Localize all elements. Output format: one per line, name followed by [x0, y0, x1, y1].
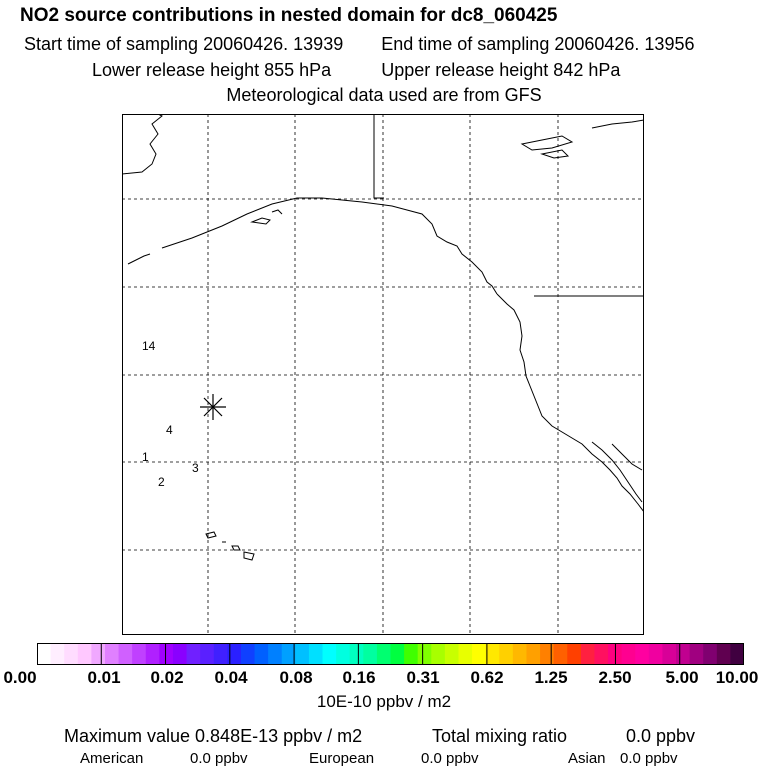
colorbar-cell — [635, 643, 650, 665]
colorbar-cell — [172, 643, 188, 665]
colorbar-cell — [512, 643, 528, 665]
colorbar-cell — [689, 643, 704, 665]
colorbar-cell — [295, 643, 310, 665]
start-time: Start time of sampling 20060426. 13939 — [24, 34, 344, 54]
colorbar-cell — [553, 643, 568, 665]
total-mixing-value: 0.0 ppbv — [626, 726, 696, 746]
map-label: 1 — [142, 450, 149, 464]
chart-title: NO2 source contributions in nested domai… — [20, 5, 558, 26]
colorbar-cell — [363, 643, 378, 665]
colorbar-cell — [240, 643, 256, 665]
map-panel: 14 4 1 3 2 — [122, 114, 644, 635]
colorbar-cell — [254, 643, 269, 665]
map-label: 4 — [166, 423, 173, 437]
colorbar-cell — [200, 643, 215, 665]
colorbar-cell — [499, 643, 514, 665]
american-label: American — [80, 750, 144, 767]
colorbar-cell — [648, 643, 664, 665]
colorbar-cell — [50, 643, 65, 665]
upper-release-height: Upper release height 842 hPa — [381, 60, 621, 80]
colorbar-cell — [308, 643, 324, 665]
asian-label: Asian — [568, 750, 606, 767]
asterisk-icon — [200, 394, 226, 420]
colorbar-cell — [322, 643, 337, 665]
colorbar-cell — [349, 643, 364, 665]
colorbar-cell — [444, 643, 460, 665]
colorbar-cell — [336, 643, 351, 665]
colorbar-tick: 0.04 — [214, 668, 248, 687]
max-value: Maximum value 0.848E-13 ppbv / m2 — [64, 726, 363, 746]
map-label: 3 — [192, 461, 199, 475]
colorbar-cell — [580, 643, 596, 665]
colorbar-cell — [77, 643, 92, 665]
colorbar-cell — [716, 643, 732, 665]
colorbar-tick: 0.08 — [279, 668, 313, 687]
colorbar-cell — [431, 643, 446, 665]
colorbar — [37, 643, 744, 665]
colorbar-cell — [145, 643, 160, 665]
european-value: 0.0 ppbv — [421, 750, 479, 767]
met-data-note: Meteorological data used are from GFS — [226, 85, 542, 105]
colorbar-cell — [404, 643, 419, 665]
american-value: 0.0 ppbv — [190, 750, 248, 767]
colorbar-cell — [526, 643, 541, 665]
colorbar-cell — [64, 643, 79, 665]
colorbar-cell — [91, 643, 106, 665]
colorbar-cell — [703, 643, 718, 665]
colorbar-cell — [118, 643, 133, 665]
colorbar-cell — [132, 643, 147, 665]
map-label: 14 — [142, 339, 156, 353]
release-heights: Lower release height 855 hPa Upper relea… — [92, 60, 620, 81]
colorbar-cell — [594, 643, 609, 665]
colorbar-tick: 1.25 — [534, 668, 568, 687]
colorbar-cell — [213, 643, 228, 665]
end-time: End time of sampling 20060426. 13956 — [381, 34, 695, 54]
colorbar-cell — [159, 643, 174, 665]
colorbar-cell — [730, 643, 744, 665]
colorbar-tick: 0.62 — [470, 668, 504, 687]
map-label: 2 — [158, 475, 165, 489]
colorbar-cell — [227, 643, 242, 665]
asian-value: 0.0 ppbv — [620, 750, 678, 767]
european-label: European — [309, 750, 375, 767]
colorbar-cell — [376, 643, 392, 665]
colorbar-cell — [458, 643, 473, 665]
colorbar-cell — [37, 643, 52, 665]
colorbar-cell — [104, 643, 120, 665]
colorbar-cell — [390, 643, 405, 665]
colorbar-cell — [281, 643, 296, 665]
colorbar-tick: 0.01 — [87, 668, 121, 687]
colorbar-tick: 10.00 — [715, 668, 759, 687]
colorbar-cell — [621, 643, 636, 665]
lower-release-height: Lower release height 855 hPa — [92, 60, 332, 80]
colorbar-cell — [567, 643, 582, 665]
units-label: 10E-10 ppbv / m2 — [316, 692, 452, 711]
sampling-times: Start time of sampling 20060426. 13939 E… — [24, 34, 694, 55]
grid-lines — [122, 114, 644, 635]
colorbar-tick: 0.31 — [406, 668, 440, 687]
colorbar-tick: 2.50 — [598, 668, 632, 687]
colorbar-tick: 0.02 — [150, 668, 184, 687]
total-mixing-label: Total mixing ratio — [432, 726, 568, 746]
colorbar-cell — [485, 643, 500, 665]
colorbar-cell — [662, 643, 677, 665]
colorbar-cell — [268, 643, 283, 665]
colorbar-cell — [417, 643, 432, 665]
colorbar-cell — [472, 643, 487, 665]
colorbar-cell — [676, 643, 691, 665]
colorbar-tick: 5.00 — [665, 668, 699, 687]
colorbar-cell — [540, 643, 555, 665]
colorbar-tick: 0.00 — [3, 668, 37, 687]
colorbar-cell — [186, 643, 201, 665]
colorbar-tick: 0.16 — [342, 668, 376, 687]
coastlines — [122, 114, 644, 561]
